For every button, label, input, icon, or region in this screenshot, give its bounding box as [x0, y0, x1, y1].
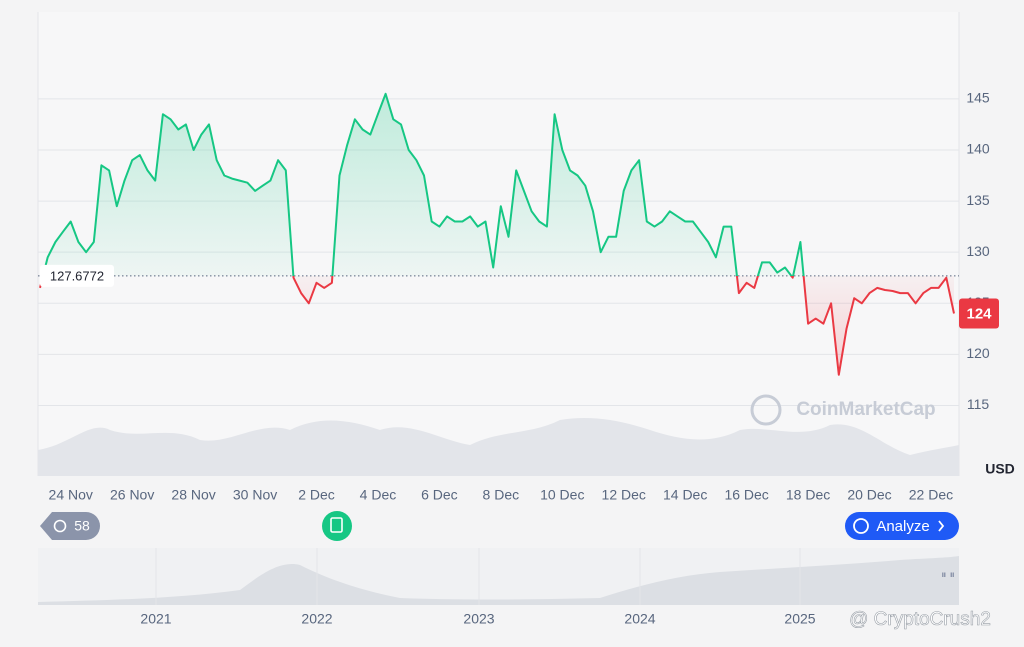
y-tick-label: 140 [966, 141, 990, 157]
navigator-year: 2025 [784, 611, 815, 627]
x-tick-label: 26 Nov [110, 487, 154, 503]
current-price-badge [959, 298, 999, 329]
navigator-year: 2024 [624, 611, 655, 627]
analyze-button[interactable]: Analyze [845, 512, 959, 540]
x-tick-label: 14 Dec [663, 487, 707, 503]
history-count: 58 [74, 518, 90, 534]
credit: @ CryptoCrush2 [849, 609, 991, 630]
news-marker[interactable] [322, 511, 352, 541]
navigator-handle[interactable]: ⏸ ⏸ [941, 569, 955, 581]
x-tick-label: 20 Dec [847, 487, 891, 503]
x-tick-label: 8 Dec [483, 487, 520, 503]
navigator-years: 2021 2022 2023 2024 2025 [140, 548, 816, 627]
x-tick-label: 18 Dec [786, 487, 830, 503]
analyze-icon [853, 518, 869, 534]
analyze-label: Analyze [876, 518, 929, 535]
y-tick-label: 120 [966, 345, 990, 361]
navigator-area [38, 556, 959, 605]
y-axis-label: USD [985, 461, 1015, 477]
x-tick-label: 28 Nov [171, 487, 215, 503]
navigator-year: 2023 [463, 611, 494, 627]
baseline-label-bg [40, 264, 114, 287]
x-tick-label: 30 Nov [233, 487, 277, 503]
y-tick-label: 135 [966, 192, 990, 208]
x-tick-label: 24 Nov [49, 487, 93, 503]
x-tick-label: 12 Dec [602, 487, 646, 503]
navigator-year: 2021 [140, 611, 171, 627]
x-tick-label: 2 Dec [298, 487, 335, 503]
price-line [39, 92, 955, 376]
watermark: CoinMarketCap [796, 399, 935, 420]
x-tick-label: 10 Dec [540, 487, 584, 503]
x-tick-label: 16 Dec [724, 487, 768, 503]
watermark-logo [750, 394, 782, 426]
y-tick-label: 145 [966, 90, 990, 106]
volume-area [38, 418, 959, 476]
x-tick-label: 4 Dec [360, 487, 397, 503]
news-marker-bg[interactable] [322, 511, 352, 541]
history-pill[interactable]: 58 [40, 512, 100, 540]
history-icon [53, 519, 67, 533]
analyze-button-bg[interactable] [845, 512, 959, 540]
history-pill-bg[interactable] [40, 512, 100, 540]
x-tick-label: 6 Dec [421, 487, 458, 503]
news-icon [330, 517, 343, 533]
x-tick-label: 22 Dec [909, 487, 953, 503]
navigator-year: 2022 [301, 611, 332, 627]
current-price-label: 124 [966, 305, 992, 322]
price-area [40, 93, 954, 375]
y-tick-label: 130 [966, 243, 990, 259]
y-tick-label: 115 [967, 396, 990, 412]
analyze-chevron [938, 520, 945, 532]
baseline-label: 127.6772 [50, 268, 104, 283]
